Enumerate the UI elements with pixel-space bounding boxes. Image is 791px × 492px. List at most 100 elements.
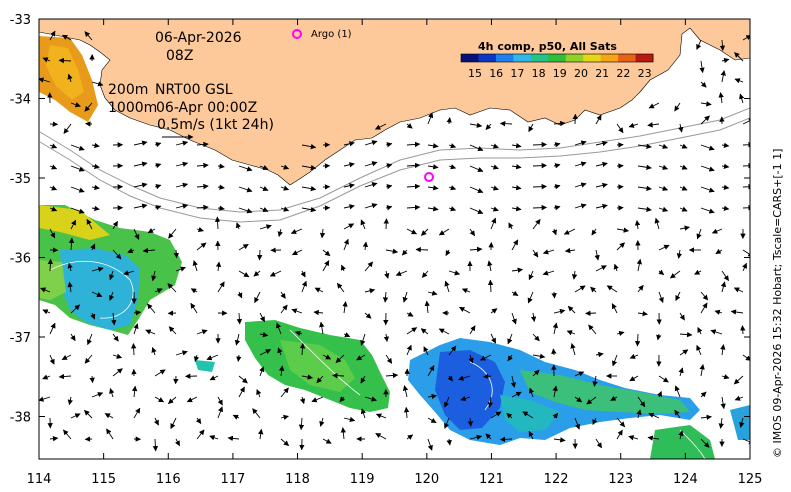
current-arrow — [742, 262, 747, 272]
current-arrow — [112, 220, 118, 230]
current-arrow — [610, 395, 618, 401]
current-arrow — [49, 30, 56, 41]
current-arrow — [700, 186, 715, 193]
current-arrow — [300, 270, 306, 278]
x-tick-label: 115 — [91, 472, 116, 487]
current-arrow — [553, 205, 561, 211]
current-arrow — [733, 287, 744, 293]
current-arrow — [699, 60, 705, 74]
current-arrow — [499, 120, 513, 127]
current-arrow — [362, 241, 369, 251]
current-arrow — [718, 92, 724, 104]
current-arrow — [612, 354, 618, 367]
current-arrow — [238, 386, 245, 398]
current-arrow — [571, 270, 578, 280]
current-arrow — [490, 217, 497, 230]
current-arrow — [364, 261, 374, 272]
current-arrow — [444, 280, 450, 293]
current-arrow — [611, 303, 618, 314]
current-arrow — [385, 372, 399, 379]
current-arrow — [552, 385, 558, 398]
current-arrow — [238, 186, 253, 193]
current-arrow — [528, 430, 534, 440]
current-arrow — [658, 164, 669, 170]
current-arrow — [487, 260, 493, 272]
current-arrow — [217, 406, 224, 419]
current-arrow — [459, 306, 471, 314]
current-arrow — [522, 411, 534, 419]
current-arrow — [636, 409, 642, 419]
current-arrow — [628, 435, 639, 441]
current-arrow — [280, 291, 286, 299]
info-depth-200: 200m — [108, 82, 148, 98]
current-arrow — [595, 182, 608, 189]
current-arrow — [67, 73, 73, 83]
current-arrow — [469, 144, 484, 152]
x-tick-label: 123 — [608, 472, 633, 487]
current-arrow — [280, 387, 289, 398]
current-arrow — [364, 396, 377, 402]
current-arrow — [277, 228, 283, 238]
current-arrow — [730, 309, 744, 315]
current-arrow — [406, 434, 414, 440]
current-arrow — [700, 391, 707, 398]
current-arrow — [196, 162, 209, 169]
current-arrow — [406, 204, 421, 211]
current-arrow — [427, 438, 433, 451]
sst-patch-northwest-core — [46, 45, 84, 100]
current-arrow — [147, 303, 156, 314]
current-arrow — [511, 239, 519, 251]
current-arrow — [145, 329, 156, 335]
current-arrow — [364, 288, 376, 294]
current-arrow — [586, 396, 597, 405]
current-arrow — [90, 312, 96, 320]
current-arrow — [340, 427, 346, 440]
current-arrow — [595, 140, 608, 147]
current-arrow — [301, 374, 314, 380]
current-arrow — [168, 228, 177, 239]
colorbar-tick-label: 16 — [489, 67, 503, 80]
current-arrow — [67, 262, 73, 272]
current-arrow — [507, 354, 513, 362]
current-arrow — [592, 375, 598, 387]
current-arrow — [719, 39, 726, 52]
colorbar-tick-label: 21 — [595, 67, 609, 80]
current-arrow — [112, 353, 123, 359]
current-arrow — [740, 325, 746, 335]
current-arrow — [280, 414, 289, 420]
current-arrow — [68, 237, 75, 251]
current-arrow — [91, 163, 100, 170]
current-arrow — [570, 342, 576, 356]
current-arrow — [227, 435, 240, 442]
x-tick-label: 119 — [350, 472, 375, 487]
current-arrow — [238, 375, 248, 384]
current-arrow — [167, 283, 177, 293]
current-arrow — [700, 101, 712, 107]
current-arrow — [469, 434, 483, 440]
current-arrow — [490, 308, 498, 314]
current-arrow — [343, 223, 355, 230]
current-arrow — [112, 249, 122, 260]
current-arrow — [152, 438, 159, 452]
current-arrow — [511, 290, 519, 296]
current-arrow — [679, 206, 688, 212]
current-arrow — [532, 249, 539, 258]
current-arrow — [532, 353, 546, 359]
colorbar-tick-label: 17 — [510, 67, 524, 80]
current-arrow — [154, 163, 162, 169]
current-arrow — [269, 270, 282, 277]
current-arrow — [70, 304, 81, 314]
current-arrow — [469, 165, 484, 173]
current-arrow — [259, 366, 265, 377]
current-arrow — [154, 288, 163, 294]
current-arrow — [63, 123, 72, 134]
current-arrow — [648, 412, 660, 419]
current-arrow — [175, 203, 189, 209]
current-arrow — [86, 218, 93, 230]
current-arrow — [322, 354, 332, 360]
current-arrow — [590, 286, 597, 293]
colorbar-swatch — [565, 54, 584, 62]
current-arrow — [343, 141, 355, 147]
current-arrow — [259, 312, 265, 323]
current-arrow — [49, 185, 58, 191]
